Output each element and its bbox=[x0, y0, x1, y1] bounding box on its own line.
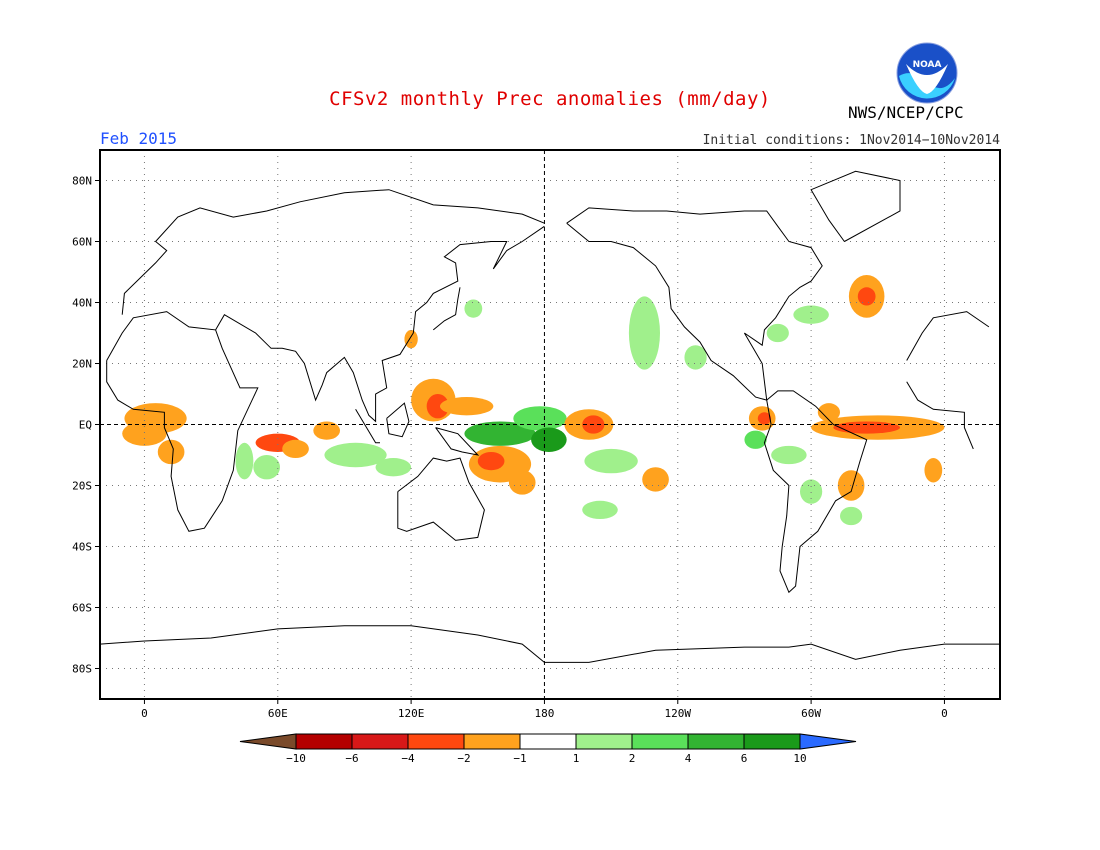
coastline bbox=[106, 311, 259, 532]
anomaly-region bbox=[793, 305, 829, 324]
colorbar-label: 4 bbox=[685, 752, 692, 765]
coastline bbox=[121, 189, 545, 315]
anomaly-region bbox=[253, 455, 280, 480]
anomaly-region bbox=[833, 421, 901, 434]
anomaly-region bbox=[375, 458, 412, 477]
organization-label: NWS/NCEP/CPC bbox=[848, 103, 964, 122]
anomaly-region bbox=[235, 442, 254, 480]
colorbar-swatch bbox=[631, 733, 689, 750]
colorbar-label: 6 bbox=[741, 752, 748, 765]
colorbar-swatch bbox=[351, 733, 409, 750]
latitude-tick-label: 40N bbox=[72, 297, 92, 310]
anomaly-region bbox=[840, 506, 863, 526]
map-grid bbox=[100, 150, 1000, 699]
latitude-tick-label: 60S bbox=[72, 602, 92, 615]
axis-ticks: 80N 60N 40N 20N EQ 20S 40S 60S 80S 0 60E 120E 180 120… bbox=[72, 175, 948, 721]
longitude-tick-label: 0 bbox=[141, 707, 148, 720]
anomaly-region bbox=[157, 439, 185, 465]
coastlines bbox=[100, 170, 1000, 663]
coastline bbox=[215, 225, 545, 423]
colorbar-swatch bbox=[519, 733, 577, 750]
anomaly-region bbox=[464, 421, 536, 446]
coastline bbox=[763, 390, 868, 594]
longitude-tick-label: 120E bbox=[398, 707, 425, 720]
anomaly-region bbox=[642, 467, 669, 492]
coastline bbox=[386, 402, 410, 438]
coastline bbox=[906, 381, 974, 450]
anomaly-region bbox=[513, 406, 567, 431]
coastline bbox=[435, 427, 480, 456]
coastline bbox=[397, 457, 485, 541]
colorbar-label: −4 bbox=[401, 752, 415, 765]
colorbar: −10 −6 −4 −2 −1 1 2 4 6 10 bbox=[239, 733, 857, 765]
anomaly-region bbox=[404, 329, 418, 349]
longitude-tick-label: 60W bbox=[801, 707, 821, 720]
anomaly-region bbox=[582, 500, 618, 520]
anomaly-region bbox=[857, 287, 876, 306]
coastline bbox=[810, 170, 901, 242]
noaa-logo-text: NOAA bbox=[913, 60, 942, 70]
latitude-tick-label: 80S bbox=[72, 663, 92, 676]
colorbar-label: −2 bbox=[457, 752, 470, 765]
coastline bbox=[355, 409, 380, 444]
anomaly-region bbox=[628, 296, 660, 370]
anomaly-region bbox=[508, 470, 536, 495]
colorbar-label: −10 bbox=[286, 752, 306, 765]
longitude-tick-label: 120W bbox=[665, 707, 692, 720]
latitude-tick-label: 20S bbox=[72, 480, 92, 493]
anomaly-region bbox=[924, 458, 943, 483]
coastline bbox=[100, 625, 1000, 663]
anomaly-region bbox=[800, 479, 823, 504]
colorbar-swatch bbox=[575, 733, 633, 750]
colorbar-swatch bbox=[295, 733, 353, 750]
anomaly-region bbox=[744, 430, 767, 449]
anomaly-region bbox=[426, 394, 449, 419]
colorbar-label: 2 bbox=[629, 752, 636, 765]
anomaly-region bbox=[684, 345, 707, 370]
colorbar-swatch bbox=[743, 733, 801, 750]
latitude-tick-label: 40S bbox=[72, 541, 92, 554]
anomaly-region bbox=[122, 421, 167, 446]
forecast-month: Feb 2015 bbox=[100, 129, 178, 148]
anomaly-region bbox=[324, 442, 387, 468]
anomaly-region bbox=[817, 403, 841, 422]
longitude-tick-label: 60E bbox=[268, 707, 288, 720]
latitude-tick-label: 60N bbox=[72, 236, 92, 249]
anomaly-region bbox=[464, 299, 483, 318]
coastline bbox=[566, 207, 823, 401]
anomaly-region bbox=[440, 397, 494, 416]
latitude-tick-label: 20N bbox=[72, 358, 92, 371]
longitude-tick-label: 180 bbox=[535, 707, 555, 720]
latitude-tick-label: EQ bbox=[79, 419, 92, 432]
anomaly-region bbox=[584, 448, 638, 474]
noaa-logo: NOAA bbox=[896, 42, 958, 104]
colorbar-swatch bbox=[687, 733, 745, 750]
coastline bbox=[432, 287, 461, 331]
coastline bbox=[906, 311, 990, 361]
initial-conditions: Initial conditions: 1Nov2014−10Nov2014 bbox=[702, 133, 1000, 148]
colorbar-label: −1 bbox=[513, 752, 526, 765]
anomaly-region bbox=[477, 451, 505, 471]
colorbar-label: 10 bbox=[793, 752, 806, 765]
anomaly-region bbox=[771, 445, 807, 465]
colorbar-swatch bbox=[407, 733, 465, 750]
anomaly-region bbox=[766, 323, 789, 343]
colorbar-label: 1 bbox=[573, 752, 580, 765]
colorbar-label: −6 bbox=[345, 752, 358, 765]
colorbar-swatch bbox=[239, 733, 297, 750]
latitude-tick-label: 80N bbox=[72, 175, 92, 188]
page-title: CFSv2 monthly Prec anomalies (mm/day) bbox=[329, 88, 771, 110]
anomaly-region bbox=[531, 427, 567, 452]
colorbar-swatch bbox=[463, 733, 521, 750]
anomaly-region bbox=[282, 439, 309, 459]
longitude-tick-label: 0 bbox=[941, 707, 948, 720]
colorbar-swatch bbox=[799, 733, 857, 750]
anomaly-region bbox=[757, 412, 772, 425]
anomaly-region bbox=[313, 421, 340, 440]
anomaly-layer bbox=[122, 275, 945, 526]
anomaly-region bbox=[837, 470, 865, 501]
